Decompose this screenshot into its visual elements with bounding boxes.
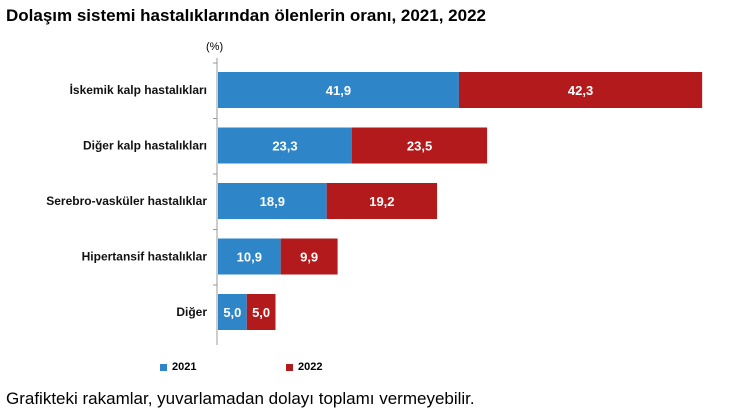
data-label-2022: 42,3	[568, 83, 593, 98]
bar-2021	[218, 72, 459, 108]
chart-title: Dolaşım sistemi hastalıklarından ölenler…	[6, 6, 486, 25]
bar-2022	[458, 72, 703, 108]
bar-2021	[218, 183, 327, 219]
data-label-2022: 19,2	[369, 194, 394, 209]
bar-2021	[218, 294, 247, 330]
data-label-2021: 5,0	[223, 305, 241, 320]
legend-label-2021: 2021	[172, 361, 197, 373]
bar-2022	[246, 294, 276, 330]
category-label: Hipertansif hastalıklar	[82, 250, 208, 264]
data-label-2021: 10,9	[237, 250, 262, 265]
data-label-2022: 9,9	[300, 250, 318, 265]
data-label-2022: 23,5	[407, 139, 432, 154]
bar-2022	[326, 183, 438, 219]
legend-item-2021: 2021	[160, 361, 196, 373]
unit-label: (%)	[206, 41, 224, 53]
bar-chart: İskemik kalp hastalıkları 41,9 42,3 Diğer k…	[46, 58, 703, 345]
legend-swatch-2022	[286, 363, 293, 371]
bar-2022	[280, 238, 338, 275]
data-label-2021: 41,9	[326, 83, 351, 98]
data-label-2022: 5,0	[252, 305, 270, 320]
bar-2022	[351, 127, 488, 164]
legend-swatch-2021	[160, 363, 167, 371]
bar-2021	[218, 238, 281, 275]
bar-2021	[218, 127, 352, 164]
legend-item-2022: 2022	[286, 361, 322, 373]
category-label: Diğer kalp hastalıkları	[83, 139, 207, 153]
data-label-2021: 18,9	[260, 194, 285, 209]
legend-label-2022: 2022	[298, 361, 323, 373]
category-label: Serebro-vasküler hastalıklar	[46, 194, 207, 208]
data-label-2021: 23,3	[272, 139, 297, 154]
category-label: İskemik kalp hastalıkları	[70, 82, 207, 97]
category-label: Diğer	[176, 305, 207, 319]
footnote: Grafikteki rakamlar, yuvarlamadan dolayı…	[6, 389, 475, 408]
